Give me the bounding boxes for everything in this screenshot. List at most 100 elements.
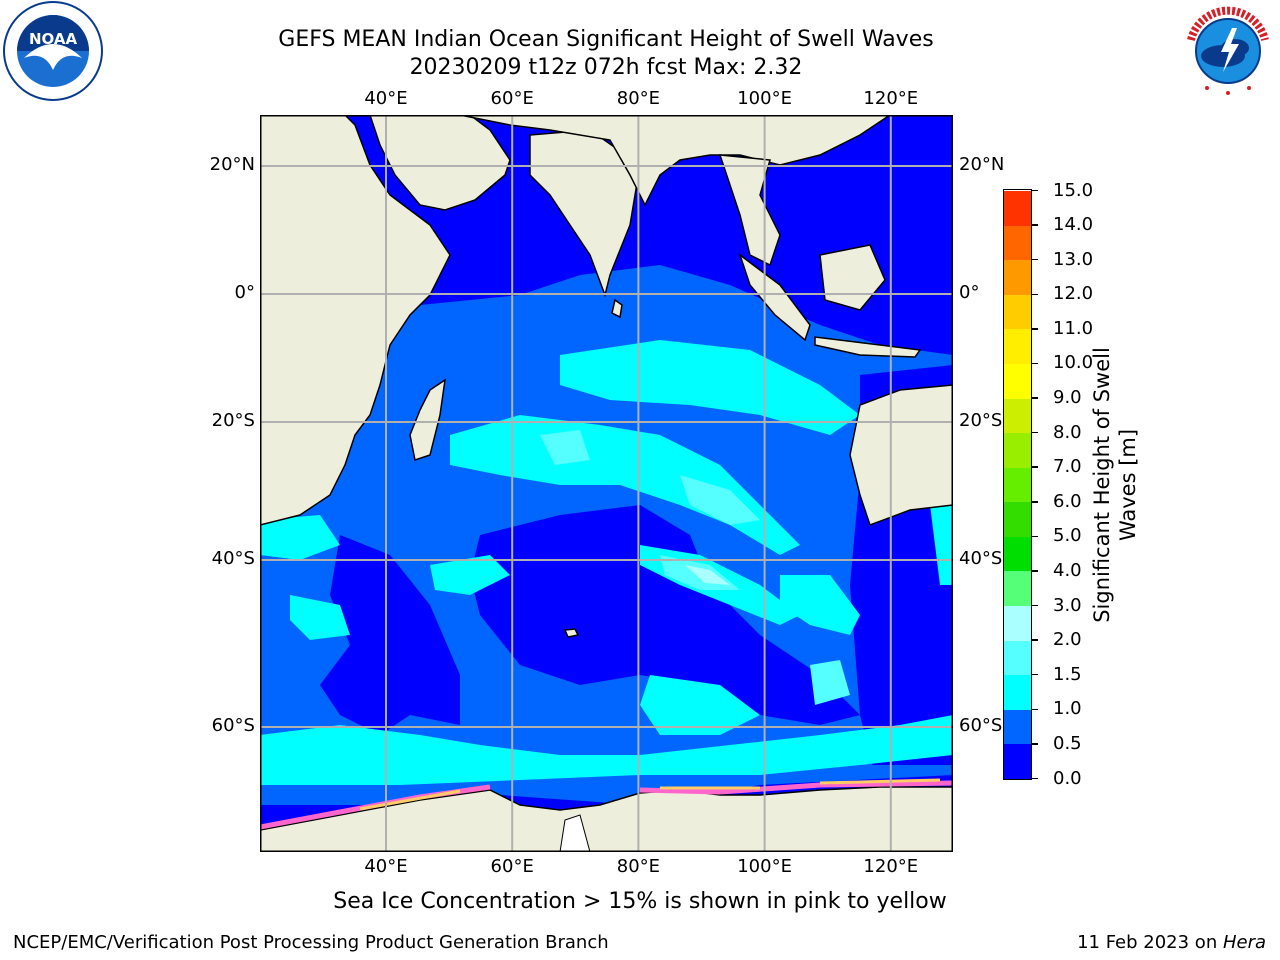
colorbar-tick-mark xyxy=(1032,328,1038,330)
colorbar-tick-mark xyxy=(1032,743,1038,745)
swell-region-lightcyan-2 xyxy=(680,475,760,525)
lat-tick-right: 20°N xyxy=(959,154,1005,175)
lon-tick-top: 60°E xyxy=(490,88,534,109)
lon-tick-bottom: 60°E xyxy=(490,856,534,877)
colorbar-tick-mark xyxy=(1032,501,1038,503)
land-antarctica-inlet xyxy=(559,814,591,852)
lon-tick-bottom: 40°E xyxy=(364,856,408,877)
map-canvas xyxy=(260,115,953,852)
colorbar-title: Significant Height of Swell Waves [m] xyxy=(1089,347,1141,623)
swell-region-cyan-mid2 xyxy=(430,555,510,595)
credit-left: NCEP/EMC/Verification Post Processing Pr… xyxy=(13,932,609,953)
colorbar-tick-label: 14.0 xyxy=(1053,214,1094,236)
lon-tick-top: 100°E xyxy=(737,88,792,109)
colorbar-tick-label: 9.0 xyxy=(1053,387,1082,409)
colorbar-segment xyxy=(1004,605,1031,641)
colorbar-tick-mark xyxy=(1032,224,1038,226)
lat-tick-left: 20°N xyxy=(209,154,255,175)
colorbar-tick-mark xyxy=(1032,258,1038,261)
colorbar-tick-label: 4.0 xyxy=(1053,559,1082,581)
lat-tick-left: 60°S xyxy=(211,715,255,736)
lat-tick-right: 0° xyxy=(959,282,980,303)
colorbar-tick-label: 1.5 xyxy=(1053,663,1082,685)
colorbar-segment xyxy=(1004,467,1031,503)
colorbar-segment xyxy=(1004,570,1031,607)
swell-region-cyan-se xyxy=(930,505,953,585)
swell-region-cyan-sw xyxy=(290,595,350,640)
colorbar-tick-mark xyxy=(1032,604,1038,607)
map-panel xyxy=(260,115,953,852)
colorbar-segment xyxy=(1004,501,1031,537)
colorbar-segment xyxy=(1004,432,1031,468)
colorbar-tick-mark xyxy=(1032,466,1038,468)
swell-region-cyan-south xyxy=(640,675,760,735)
swell-region-cyan-main xyxy=(450,415,800,555)
colorbar-segment xyxy=(1004,225,1031,261)
colorbar-segment xyxy=(1004,190,1031,226)
swell-region-lightcyan-4 xyxy=(810,660,850,705)
colorbar-tick-label: 7.0 xyxy=(1053,456,1082,478)
lon-tick-bottom: 120°E xyxy=(863,856,919,877)
colorbar-segment xyxy=(1004,328,1031,364)
chart-title: GEFS MEAN Indian Ocean Significant Heigh… xyxy=(278,27,934,52)
credit-host: Hera xyxy=(1222,932,1266,953)
credit-right: 11 Feb 2023 on Hera xyxy=(1077,932,1266,953)
colorbar-tick-label: 3.0 xyxy=(1053,594,1082,616)
colorbar-tick-mark xyxy=(1032,397,1038,399)
credit-date: 11 Feb 2023 on xyxy=(1077,932,1223,953)
colorbar-segment xyxy=(1004,294,1031,330)
colorbar-tick-mark xyxy=(1032,708,1038,711)
land-kerguelen xyxy=(563,628,580,638)
lon-tick-bottom: 100°E xyxy=(737,856,792,877)
swell-region-cyan-far-south xyxy=(260,715,953,785)
swell-region-cyan-north xyxy=(560,340,860,435)
lat-tick-left: 40°S xyxy=(211,548,255,569)
colorbar-title-line1: Significant Height of Swell xyxy=(1090,347,1114,623)
sea-ice-caption: Sea Ice Concentration > 15% is shown in … xyxy=(333,889,947,914)
colorbar-segment xyxy=(1004,640,1031,676)
land-sumatra xyxy=(738,252,811,342)
colorbar-tick-mark xyxy=(1032,293,1038,295)
lon-tick-bottom: 80°E xyxy=(616,856,661,877)
lat-tick-right: 60°S xyxy=(959,715,1003,736)
colorbar-tick-mark xyxy=(1032,777,1038,780)
land-australia xyxy=(849,384,953,526)
lat-tick-left: 0° xyxy=(234,282,255,303)
land-antarctica xyxy=(260,786,953,852)
sea-ice-edge-inner xyxy=(359,778,941,811)
colorbar-segment xyxy=(1004,259,1031,295)
land-sri-lanka xyxy=(611,298,623,319)
colorbar-segment xyxy=(1004,398,1031,434)
colorbar-tick-label: 1.0 xyxy=(1053,698,1082,720)
colorbar-title-line2: Waves [m] xyxy=(1116,428,1140,542)
colorbar-segment xyxy=(1004,536,1031,572)
colorbar-tick-mark xyxy=(1032,673,1038,676)
colorbar-tick-label: 10.0 xyxy=(1053,352,1094,374)
colorbar-tick-mark xyxy=(1032,189,1038,192)
swell-region-low-sw xyxy=(320,535,460,735)
colorbar-tick-mark xyxy=(1032,535,1038,538)
svg-text:NOAA: NOAA xyxy=(29,30,78,48)
colorbar-tick-label: 11.0 xyxy=(1053,317,1094,339)
colorbar-tick-mark xyxy=(1032,431,1038,434)
land-asia-north xyxy=(459,115,892,207)
colorbar-tick-mark xyxy=(1032,639,1038,641)
lon-tick-top: 40°E xyxy=(364,88,408,109)
colorbar-segment xyxy=(1004,674,1031,710)
lat-tick-right: 40°S xyxy=(959,548,1003,569)
colorbar-tick-label: 6.0 xyxy=(1053,490,1082,512)
lon-tick-top: 80°E xyxy=(616,88,661,109)
graticule xyxy=(260,115,953,852)
colorbar-tick-label: 0.0 xyxy=(1053,767,1082,789)
swell-region-cyan-east xyxy=(780,575,860,635)
swell-region-cyan-west xyxy=(260,515,340,560)
colorbar-tick-label: 0.5 xyxy=(1053,732,1082,754)
national-weather-service-logo xyxy=(1177,0,1279,102)
land-java xyxy=(814,336,922,358)
swell-region-pale xyxy=(685,565,730,585)
noaa-logo: NOAA xyxy=(2,0,104,102)
colorbar-tick-label: 15.0 xyxy=(1053,179,1094,201)
colorbar-tick-label: 13.0 xyxy=(1053,248,1094,270)
colorbar-segment xyxy=(1004,363,1031,399)
swell-region-lightcyan-1 xyxy=(540,430,590,465)
